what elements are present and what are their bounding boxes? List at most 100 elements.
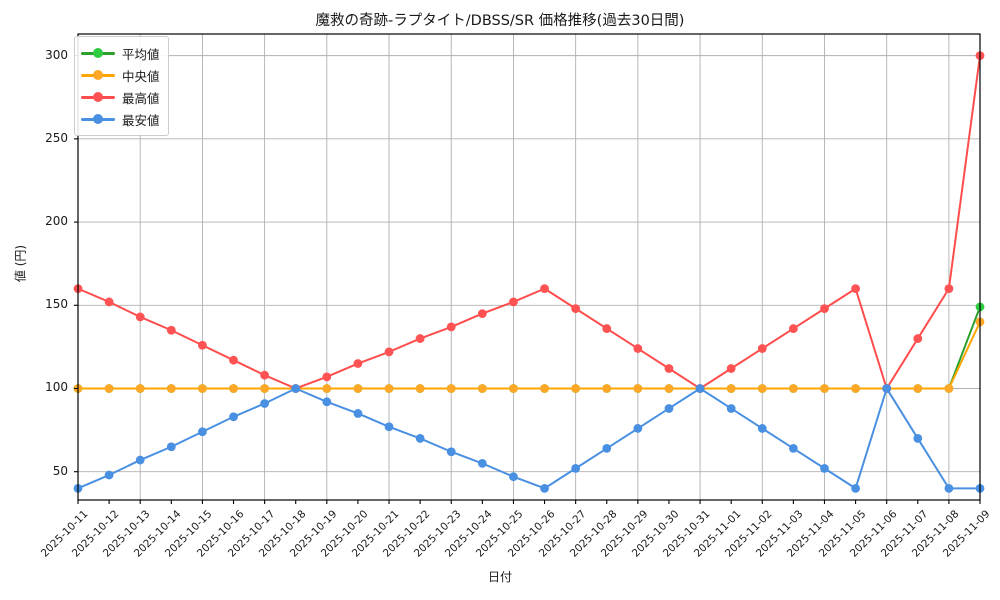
legend-label: 最安値 [122, 112, 160, 128]
data-point [384, 384, 394, 393]
data-point [540, 483, 549, 493]
data-point [166, 442, 176, 452]
legend-marker-icon [81, 68, 115, 82]
chart-title: 魔救の奇跡-ラプタイト/DBSS/SR 価格推移(過去30日間) [315, 13, 685, 29]
grid-lines [77, 34, 980, 500]
data-point [229, 384, 238, 393]
data-point [384, 347, 394, 357]
data-point [757, 344, 767, 353]
data-point [664, 384, 674, 393]
series-line [77, 54, 981, 390]
legend-item[interactable]: 平均値 [81, 42, 160, 64]
data-point [166, 325, 176, 335]
x-axis-label: 日付 [487, 570, 512, 584]
data-point [913, 334, 923, 343]
data-point [540, 384, 549, 393]
data-point [571, 304, 581, 314]
data-point [260, 370, 270, 380]
data-point [104, 384, 114, 393]
data-point [757, 424, 767, 433]
data-point [726, 384, 736, 393]
y-tick-label: 300 [45, 47, 68, 62]
legend-marker-icon [81, 112, 115, 126]
data-point [477, 384, 487, 393]
data-point [633, 424, 643, 433]
data-point [602, 324, 612, 333]
data-point [509, 472, 518, 482]
data-point [882, 384, 892, 393]
legend-label: 最高値 [122, 90, 160, 106]
data-point [851, 284, 860, 294]
data-point [944, 384, 954, 393]
series-line [77, 387, 981, 490]
data-point [198, 427, 207, 437]
data-point [726, 404, 736, 413]
data-point [229, 412, 238, 422]
data-point [944, 284, 954, 294]
data-point [571, 463, 581, 473]
axis-ticks [74, 55, 981, 504]
data-point [664, 404, 674, 413]
legend-label: 平均値 [122, 46, 160, 62]
data-point [135, 384, 145, 393]
data-point [135, 312, 145, 322]
data-point [602, 444, 612, 453]
data-point [757, 384, 767, 393]
data-point [477, 458, 487, 468]
legend-item[interactable]: 最安値 [81, 108, 160, 130]
y-tick-label: 100 [45, 380, 68, 395]
data-point [509, 384, 518, 393]
chart-legend: 平均値中央値最高値最安値 [74, 36, 169, 136]
data-point [104, 297, 114, 307]
data-point [229, 355, 238, 365]
data-point [446, 447, 456, 457]
data-point [291, 384, 301, 393]
y-tick-label: 200 [45, 214, 68, 229]
data-point [851, 384, 860, 393]
data-point [384, 422, 394, 432]
data-point [664, 364, 674, 373]
legend-marker-icon [81, 46, 115, 60]
data-point [820, 463, 829, 473]
data-point [820, 304, 829, 314]
data-point [322, 384, 332, 393]
data-point [322, 372, 332, 382]
data-point [695, 384, 705, 393]
series-3 [73, 384, 985, 493]
data-point [353, 384, 363, 393]
data-point [198, 384, 207, 393]
data-point [415, 434, 425, 443]
y-tick-label: 150 [45, 297, 68, 312]
data-point [913, 384, 923, 393]
data-point [322, 397, 332, 407]
data-point [726, 364, 736, 373]
y-tick-label: 50 [52, 463, 68, 478]
data-point [446, 322, 456, 332]
data-point [415, 334, 425, 343]
data-point [851, 483, 860, 493]
series-line [77, 305, 981, 390]
data-point [944, 483, 954, 493]
data-series-layer [73, 51, 985, 493]
legend-marker-icon [81, 90, 115, 104]
data-point [135, 455, 145, 465]
data-point [446, 384, 456, 393]
series-0 [73, 302, 985, 393]
series-line [77, 320, 981, 390]
data-point [633, 344, 643, 353]
data-point [104, 470, 114, 480]
data-point [260, 384, 270, 393]
data-point [166, 384, 176, 393]
data-point [820, 384, 829, 393]
legend-item[interactable]: 最高値 [81, 86, 160, 108]
legend-label: 中央値 [122, 68, 160, 84]
legend-item[interactable]: 中央値 [81, 64, 160, 86]
data-point [415, 384, 425, 393]
y-tick-label: 250 [45, 130, 68, 145]
data-point [477, 309, 487, 318]
data-point [540, 284, 549, 294]
data-point [353, 359, 363, 368]
data-point [913, 434, 923, 443]
